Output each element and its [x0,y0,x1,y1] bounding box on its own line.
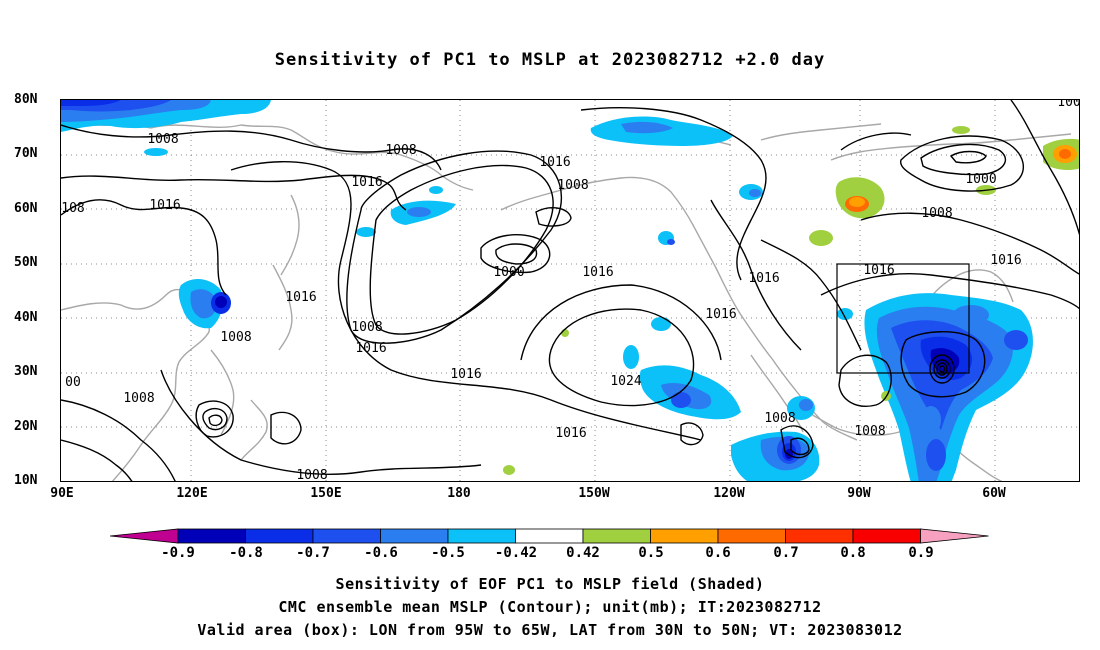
contour-label-group: 1008 1008 1016 1016 1008 1016 1000 1016 … [61,100,1080,482]
colorbar-label: 0.7 [773,545,799,561]
colorbar-swatch [920,528,989,544]
contour-label: 100 [1057,100,1080,110]
contour-label: 1008 [385,143,416,158]
caption-valid-area: Valid area (box): LON from 95W to 65W, L… [197,621,903,639]
lat-label-40n: 40N [14,310,38,325]
contour-label: 1016 [705,307,736,322]
colorbar-swatch [717,528,786,544]
contour-label: 1008 [557,178,588,193]
lat-label-10n: 10N [14,473,38,488]
lon-label-150w: 150W [578,486,610,501]
lon-label-120e: 120E [176,486,208,501]
colorbar-swatch [380,528,449,544]
contour-label: 00 [65,375,81,390]
colorbar-swatch [245,528,314,544]
colorbar [110,528,989,544]
colorbar-label: 0.42 [566,545,600,561]
lat-label-20n: 20N [14,419,38,434]
colorbar-label: -0.7 [296,545,330,561]
mslp-contours [61,100,1079,481]
contour-label: 1000 [493,265,524,280]
caption-shading: Sensitivity of EOF PC1 to MSLP field (Sh… [335,575,765,593]
colorbar-label: -0.5 [431,545,465,561]
map-panel: 1008 1008 1016 1016 1008 1016 1000 1016 … [60,99,1080,482]
colorbar-label: 0.6 [705,545,731,561]
lon-label-180: 180 [447,486,471,501]
colorbar-swatch [515,528,584,544]
lon-label-90e: 90E [50,486,74,501]
lat-label-70n: 70N [14,146,38,161]
caption-contour: CMC ensemble mean MSLP (Contour); unit(m… [278,598,822,616]
colorbar-label: 0.5 [638,545,664,561]
colorbar-swatch [582,528,651,544]
colorbar-label: -0.42 [494,545,538,561]
contour-label: 1016 [748,271,779,286]
colorbar-label: 0.9 [908,545,934,561]
contour-label: 1008 [854,424,885,439]
valid-area-box [836,263,970,374]
colorbar-label: -0.8 [229,545,263,561]
contour-label: 1008 [220,330,251,345]
contour-label: 1016 [450,367,481,382]
contour-label: 108 [61,201,84,216]
contour-label: 1016 [555,426,586,441]
contour-label: 1008 [296,468,327,482]
contour-label: 1016 [355,341,386,356]
map-svg: 1008 1008 1016 1016 1008 1016 1000 1016 … [61,100,1080,482]
lat-label-60n: 60N [14,201,38,216]
colorbar-swatch [312,528,381,544]
contour-label: 1008 [921,206,952,221]
shading-positive [503,126,1079,475]
contour-label: 1016 [539,155,570,170]
colorbar-swatch [177,528,246,544]
lon-label-150e: 150E [310,486,342,501]
lon-label-60w: 60W [982,486,1006,501]
contour-label: 1016 [863,263,894,278]
contour-label: 1024 [610,374,641,389]
lat-label-80n: 80N [14,92,38,107]
contour-label: 1016 [149,198,180,213]
colorbar-swatch [447,528,516,544]
colorbar-label: -0.6 [364,545,398,561]
contour-label: 1016 [582,265,613,280]
colorbar-label: -0.9 [161,545,195,561]
colorbar-swatch [852,528,921,544]
plot-title: Sensitivity of PC1 to MSLP at 2023082712… [274,50,826,70]
contour-label: 1016 [990,253,1021,268]
contour-label: 1008 [764,411,795,426]
lon-label-90w: 90W [847,486,871,501]
contour-label: 1000 [965,172,996,187]
colorbar-swatch [650,528,719,544]
colorbar-swatch [785,528,854,544]
colorbar-swatch [110,528,179,544]
lat-label-30n: 30N [14,364,38,379]
contour-label: 1016 [285,290,316,305]
contour-label: 1008 [351,320,382,335]
contour-label: 1008 [147,132,178,147]
contour-label: 1016 [351,175,382,190]
lat-label-50n: 50N [14,255,38,270]
lon-label-120w: 120W [713,486,745,501]
contour-label: 1008 [123,391,154,406]
colorbar-label: 0.8 [840,545,866,561]
